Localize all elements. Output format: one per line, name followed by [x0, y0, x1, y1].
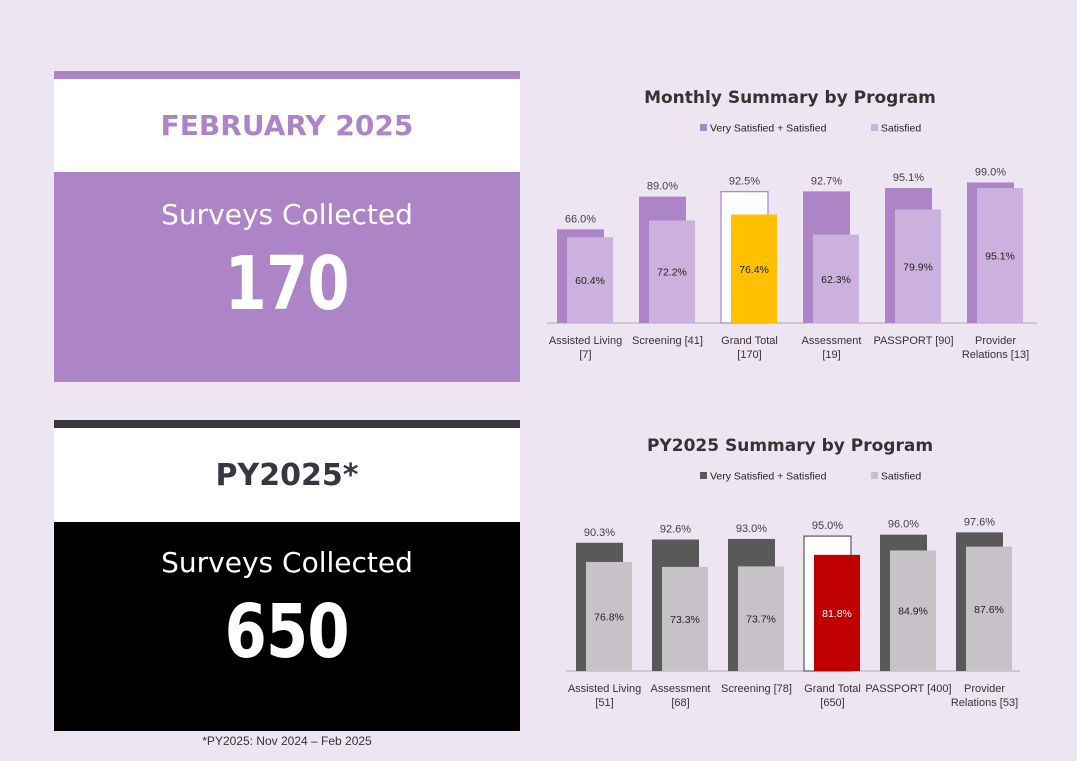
data-label-satisfied: 76.4% [739, 264, 769, 276]
month-card-subtitle: Surveys Collected [161, 198, 413, 231]
footnote: *PY2025: Nov 2024 – Feb 2025 [202, 734, 372, 748]
data-label-satisfied: 73.7% [746, 614, 776, 626]
category-label: PASSPORT [90] [873, 335, 953, 347]
month-survey-count: 170 [224, 241, 350, 327]
bar-satisfied [813, 234, 859, 323]
chart-title: PY2025 Summary by Program [647, 436, 933, 456]
data-label-satisfied: 60.4% [575, 275, 605, 287]
py-summary-card: PY2025* Surveys Collected 650 [54, 420, 520, 731]
bar-satisfied [738, 566, 784, 671]
chart-svg: Monthly Summary by Program Very Satisfied… [547, 88, 1037, 361]
data-label-total: 95.0% [812, 520, 843, 532]
data-label-total: 99.0% [975, 166, 1006, 178]
py-survey-count: 650 [224, 589, 350, 675]
month-card-body: Surveys Collected 170 [54, 172, 520, 382]
month-card-title: FEBRUARY 2025 [54, 79, 520, 172]
py-summary-chart: PY2025 Summary by Program Very Satisfied … [530, 428, 1060, 728]
category-label: [650] [820, 697, 844, 709]
legend-label: Satisfied [881, 471, 921, 483]
data-label-total: 66.0% [565, 213, 596, 225]
chart-title: Monthly Summary by Program [644, 88, 936, 108]
legend-swatch [700, 124, 707, 131]
legend-swatch [700, 472, 707, 479]
category-label: Provider [975, 335, 1016, 347]
bar-satisfied [649, 220, 695, 323]
bar-satisfied [977, 187, 1023, 323]
data-label-total: 96.0% [888, 519, 919, 531]
legend-label: Very Satisfied + Satisfied [710, 471, 827, 483]
chart-svg: PY2025 Summary by Program Very Satisfied … [566, 436, 1020, 709]
py-card-title: PY2025* [54, 428, 520, 522]
bar-satisfied [662, 566, 708, 671]
category-label: Assessment [651, 683, 711, 695]
bar-satisfied [890, 550, 936, 671]
data-label-satisfied: 81.8% [822, 608, 852, 620]
category-label: Screening [41] [632, 335, 703, 347]
category-label: Grand Total [721, 335, 778, 347]
data-label-satisfied: 76.8% [594, 611, 624, 623]
data-label-total: 97.6% [964, 516, 995, 528]
data-label-total: 92.5% [729, 176, 760, 188]
bar-satisfied [814, 554, 860, 671]
bar-satisfied [966, 546, 1012, 671]
data-label-satisfied: 72.2% [657, 267, 687, 279]
data-label-satisfied: 73.3% [670, 614, 700, 626]
category-label: Assisted Living [568, 683, 641, 695]
legend-label: Satisfied [881, 123, 921, 135]
data-label-satisfied: 62.3% [821, 274, 851, 286]
py-card-subtitle: Surveys Collected [161, 546, 413, 579]
monthly-summary-chart: Monthly Summary by Program Very Satisfied… [530, 80, 1060, 380]
category-label: [170] [737, 349, 761, 361]
category-label: PASSPORT [400] [865, 683, 951, 695]
bar-satisfied [731, 214, 777, 323]
bar-satisfied [567, 237, 613, 323]
category-label: Provider [964, 683, 1005, 695]
legend-swatch [870, 472, 878, 479]
data-label-satisfied: 87.6% [974, 604, 1004, 616]
month-summary-card: FEBRUARY 2025 Surveys Collected 170 [54, 71, 520, 382]
legend-label: Very Satisfied + Satisfied [710, 123, 827, 135]
py-card-body: Surveys Collected 650 [54, 522, 520, 731]
category-label: Screening [78] [721, 683, 792, 695]
card-accent-bar [54, 71, 520, 79]
data-label-total: 90.3% [584, 527, 615, 539]
data-label-total: 92.6% [660, 524, 691, 536]
data-label-total: 93.0% [736, 523, 767, 535]
category-label: Assessment [802, 335, 862, 347]
bar-satisfied [586, 561, 632, 671]
category-label: Assisted Living [549, 335, 622, 347]
data-label-satisfied: 84.9% [898, 606, 928, 618]
card-accent-bar [54, 420, 520, 428]
legend-swatch [870, 124, 878, 131]
category-label: Relations [13] [962, 349, 1029, 361]
data-label-total: 95.1% [893, 172, 924, 184]
category-label: [51] [595, 697, 613, 709]
category-label: Relations [53] [951, 697, 1018, 709]
bar-satisfied [895, 209, 941, 323]
category-label: [19] [822, 349, 840, 361]
data-label-satisfied: 79.9% [903, 261, 933, 273]
data-label-total: 89.0% [647, 181, 678, 193]
data-label-total: 92.7% [811, 175, 842, 187]
category-label: [68] [671, 697, 689, 709]
category-label: [7] [579, 349, 591, 361]
data-label-satisfied: 95.1% [985, 250, 1015, 262]
category-label: Grand Total [804, 683, 861, 695]
